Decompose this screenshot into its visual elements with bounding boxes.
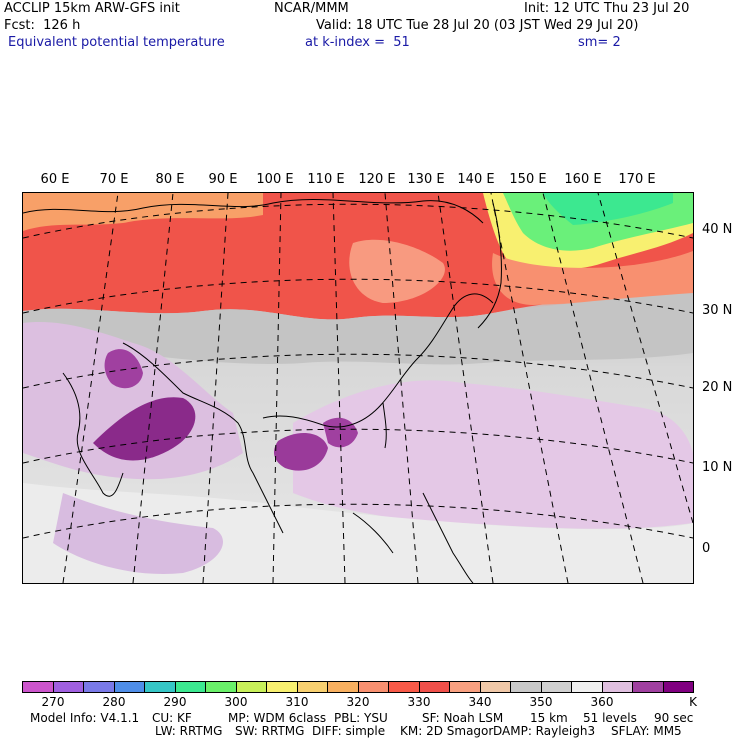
footer-sflay: SFLAY: MM5 — [611, 724, 682, 738]
colorbar-tick: 310 — [285, 695, 309, 709]
colorbar-swatch — [633, 682, 664, 692]
colorbar-swatch — [84, 682, 115, 692]
footer-sf: SF: Noah LSM — [422, 711, 504, 725]
footer-sw: SW: RRTMG — [235, 724, 305, 738]
colorbar-swatch — [114, 682, 145, 692]
colorbar-tick: 360 — [590, 695, 614, 709]
grey-band — [23, 293, 693, 365]
footer-lw: LW: RRTMG — [155, 724, 223, 738]
lat-label: 20 N — [702, 380, 733, 395]
colorbar-tick: 290 — [163, 695, 187, 709]
smoothing-label: sm= 2 — [578, 35, 621, 50]
colorbar-swatch — [419, 682, 450, 692]
colorbar-tick: 330 — [407, 695, 431, 709]
lavender-west — [23, 322, 243, 480]
colorbar-swatch — [145, 682, 176, 692]
colorbar-swatch — [267, 682, 298, 692]
colorbar-tick: 340 — [468, 695, 492, 709]
footer-mp: MP: WDM 6class — [228, 711, 327, 725]
colorbar-tick: 320 — [346, 695, 370, 709]
colorbar-swatch — [389, 682, 420, 692]
colorbar-unit: K — [689, 695, 697, 709]
footer-pbl: PBL: YSU — [334, 711, 388, 725]
org-label: NCAR/MMM — [274, 1, 349, 16]
colorbar-swatch — [572, 682, 603, 692]
colorbar-tick: 300 — [224, 695, 248, 709]
colorbar-swatch — [663, 682, 693, 692]
colorbar-swatch — [602, 682, 633, 692]
colorbar-tick: 350 — [529, 695, 553, 709]
colorbar-swatch — [236, 682, 267, 692]
forecast-hour: Fcst: 126 h — [4, 18, 81, 33]
colorbar-swatch — [206, 682, 237, 692]
init-time: Init: 12 UTC Thu 23 Jul 20 — [524, 1, 690, 16]
colorbar-swatch — [175, 682, 206, 692]
footer-levels: 51 levels — [583, 711, 637, 725]
colorbar-tick: 270 — [41, 695, 65, 709]
colorbar-swatch — [23, 682, 54, 692]
peach-band — [492, 251, 693, 305]
purple-core-india — [104, 349, 143, 389]
lat-label: 40 N — [702, 222, 733, 237]
lat-label: 10 N — [702, 460, 733, 475]
footer-resolution: 15 km — [530, 711, 568, 725]
footer-model-info: Model Info: V4.1.1 — [30, 711, 140, 725]
orange-patch — [23, 193, 263, 231]
lon-label: 160 E — [564, 172, 602, 187]
purple-core-indochina — [273, 432, 328, 471]
lat-label: 30 N — [702, 303, 733, 318]
level-label: at k-index = 51 — [305, 35, 410, 50]
salmon-patch — [349, 239, 445, 303]
colorbar-swatch — [450, 682, 481, 692]
lavender-east — [293, 380, 693, 529]
lon-label: 130 E — [407, 172, 445, 187]
colorbar-swatch — [297, 682, 328, 692]
theta-e-field — [22, 192, 694, 584]
footer-km: KM: 2D Smagor — [400, 724, 494, 738]
colorbar-swatch — [480, 682, 511, 692]
lon-label: 80 E — [155, 172, 185, 187]
colorbar-tick: 280 — [102, 695, 126, 709]
footer-damp: DAMP: Rayleigh3 — [493, 724, 596, 738]
lon-label: 70 E — [99, 172, 129, 187]
lon-label: 90 E — [208, 172, 238, 187]
lat-label: 0 — [702, 541, 711, 556]
lon-label: 120 E — [358, 172, 396, 187]
footer-timestep: 90 sec — [654, 711, 694, 725]
footer-diff: DIFF: simple — [312, 724, 386, 738]
lon-label: 170 E — [618, 172, 656, 187]
lon-label: 100 E — [256, 172, 294, 187]
model-title: ACCLIP 15km ARW-GFS init — [4, 1, 180, 16]
footer-cu: CU: KF — [152, 711, 192, 725]
field-name: Equivalent potential temperature — [8, 35, 225, 50]
coastlines — [22, 198, 502, 584]
lon-label: 110 E — [307, 172, 345, 187]
colorbar — [22, 681, 694, 693]
colorbar-swatch — [511, 682, 542, 692]
lon-label: 140 E — [457, 172, 495, 187]
colorbar-swatch — [53, 682, 84, 692]
colorbar-swatch — [541, 682, 572, 692]
teal-patch — [543, 193, 673, 225]
purple-core-bengal — [93, 397, 196, 461]
lon-label: 60 E — [40, 172, 70, 187]
valid-time: Valid: 18 UTC Tue 28 Jul 20 (03 JST Wed … — [316, 18, 639, 33]
lon-label: 150 E — [509, 172, 547, 187]
colorbar-swatch — [328, 682, 359, 692]
map-panel — [22, 192, 694, 584]
colorbar-swatch — [358, 682, 389, 692]
graticule — [22, 192, 694, 584]
